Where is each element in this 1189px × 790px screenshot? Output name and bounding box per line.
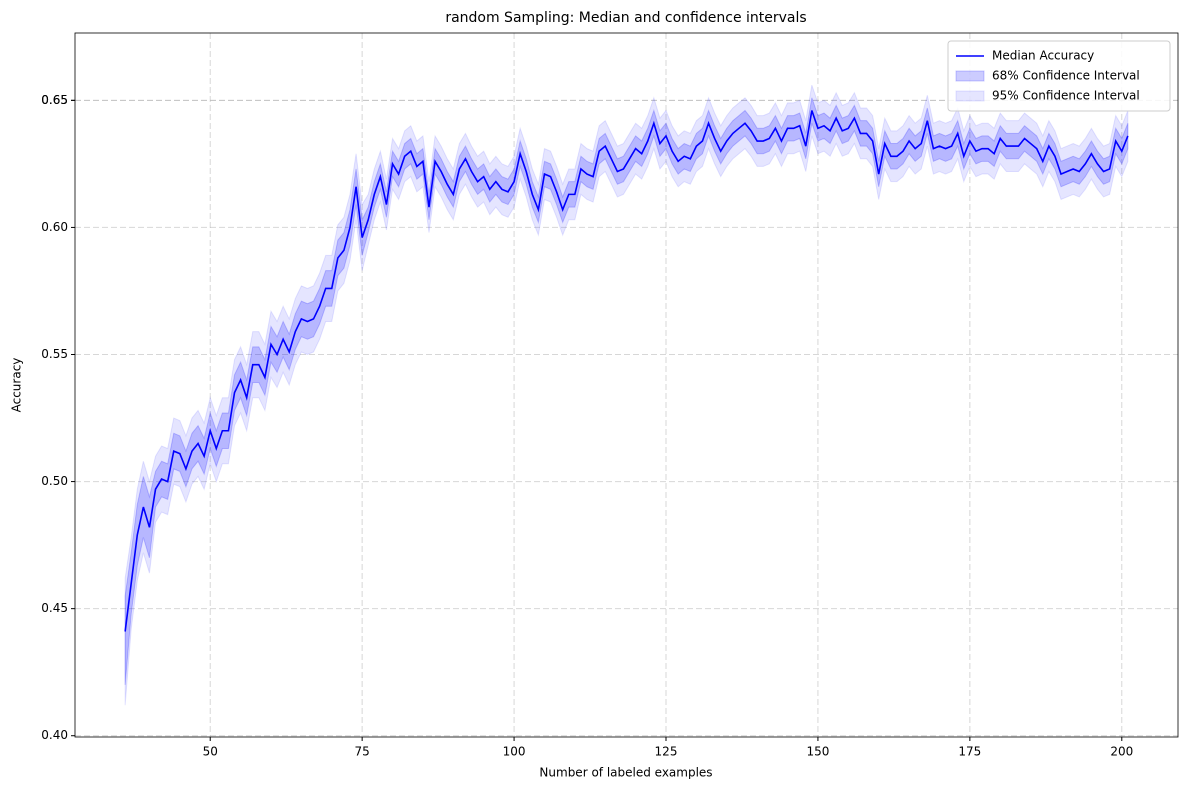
chart-title: random Sampling: Median and confidence i… xyxy=(445,10,806,26)
confidence-band xyxy=(124,84,1129,706)
x-tick-label: 125 xyxy=(655,745,678,759)
x-tick-label: 150 xyxy=(806,745,829,759)
legend-swatch xyxy=(955,90,985,102)
y-tick-label: 0.60 xyxy=(41,220,68,234)
legend-label: 95% Confidence Interval xyxy=(992,89,1140,103)
y-tick-label: 0.40 xyxy=(41,728,68,742)
legend-label: Median Accuracy xyxy=(992,49,1094,63)
y-tick-label: 0.55 xyxy=(41,347,68,361)
legend-swatch xyxy=(955,70,985,82)
x-tick-label: 75 xyxy=(355,745,370,759)
y-axis-label: Accuracy xyxy=(10,358,24,413)
legend: Median Accuracy 68% Confidence Interval 95… xyxy=(947,40,1171,112)
legend-label: 68% Confidence Interval xyxy=(992,69,1140,83)
x-tick-label: 200 xyxy=(1110,745,1133,759)
plot-frame xyxy=(74,32,1179,738)
y-tick-label: 0.65 xyxy=(41,93,68,107)
median-line xyxy=(124,110,1129,632)
legend-box xyxy=(947,40,1171,112)
confidence-band xyxy=(124,97,1129,685)
x-axis-label: Number of labeled examples xyxy=(539,766,712,780)
y-tick-label: 0.65 xyxy=(41,93,68,107)
y-tick-label: 0.45 xyxy=(41,601,68,615)
x-tick-label: 175 xyxy=(958,745,981,759)
x-tick-label: 100 xyxy=(503,745,526,759)
y-tick-label: 0.50 xyxy=(41,474,68,488)
x-tick-label: 50 xyxy=(203,745,218,759)
